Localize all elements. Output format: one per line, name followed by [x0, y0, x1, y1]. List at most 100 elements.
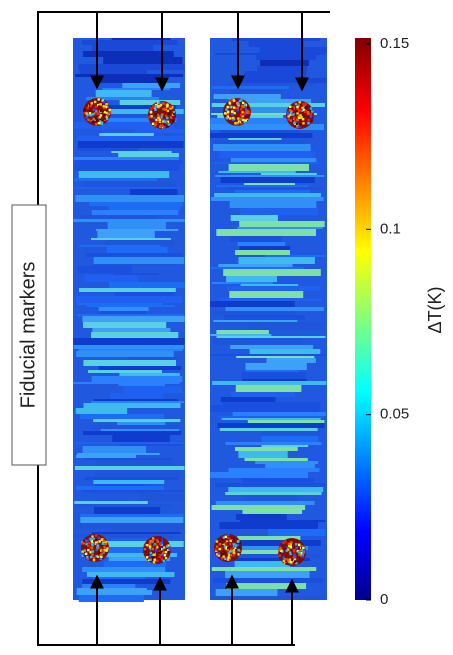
speckle — [236, 99, 239, 102]
speckle — [166, 120, 170, 123]
stripe — [98, 366, 182, 370]
speckle — [304, 102, 307, 105]
stripe — [237, 536, 301, 540]
speckle — [82, 542, 85, 545]
stripe — [246, 370, 299, 372]
speckle — [293, 555, 297, 558]
stripe — [73, 219, 185, 222]
stripe — [73, 338, 185, 345]
speckle — [153, 116, 156, 120]
stripe — [81, 553, 177, 557]
speckle — [85, 104, 88, 107]
stripe — [261, 445, 309, 447]
stripe — [80, 215, 154, 219]
speckle — [172, 114, 175, 118]
speckle — [289, 119, 292, 122]
speckle — [220, 557, 224, 560]
speckle — [144, 546, 147, 549]
speckle — [228, 117, 232, 120]
speckle — [165, 121, 168, 124]
stripe — [111, 151, 172, 153]
stripe — [241, 372, 306, 379]
stripe — [210, 354, 326, 356]
stripe — [249, 324, 323, 330]
speckle — [302, 546, 305, 549]
speckle — [95, 542, 99, 545]
speckle — [157, 118, 160, 121]
speckle — [163, 126, 166, 129]
stripe — [222, 558, 310, 561]
speckle — [295, 122, 299, 126]
colorbar — [355, 38, 371, 600]
speckle — [147, 557, 150, 560]
stripe — [219, 522, 318, 529]
speckle — [164, 120, 167, 123]
stripe — [82, 181, 176, 187]
speckle — [101, 550, 104, 553]
speckle — [159, 536, 162, 539]
stripe — [85, 97, 160, 100]
stripe — [76, 148, 139, 151]
stripe — [94, 484, 145, 486]
stripe — [257, 66, 308, 71]
stripe — [93, 419, 181, 422]
speckle — [158, 549, 161, 552]
stripe — [219, 298, 322, 301]
stripe — [88, 105, 177, 109]
speckle — [103, 120, 107, 124]
speckle — [83, 111, 86, 115]
label-box — [11, 204, 47, 466]
stripe — [77, 136, 185, 141]
speckle — [100, 553, 103, 556]
speckle — [95, 117, 98, 120]
stripe — [225, 571, 310, 578]
stripe — [80, 517, 184, 523]
stripe — [93, 480, 165, 484]
stripe — [223, 269, 321, 276]
speckle — [168, 112, 171, 115]
speckle — [232, 543, 236, 546]
speckle — [289, 543, 292, 546]
speckle — [287, 542, 290, 546]
stripe — [119, 373, 180, 376]
colorbar-tick-label: 0.05 — [380, 406, 409, 423]
stripe — [109, 282, 185, 288]
stripe — [112, 435, 170, 442]
stripe — [134, 129, 185, 133]
speckle — [226, 105, 229, 109]
speckle — [152, 553, 156, 556]
stripe — [212, 578, 324, 583]
stripe — [228, 487, 324, 492]
speckle — [300, 104, 303, 107]
speckle — [226, 113, 230, 116]
speckle — [289, 555, 293, 559]
speckle — [301, 555, 304, 558]
speckle — [292, 549, 296, 552]
speckle — [302, 550, 306, 554]
speckle — [157, 101, 161, 105]
stripe — [218, 264, 293, 267]
speckle — [101, 538, 104, 541]
speckle — [85, 552, 88, 555]
stripe — [119, 100, 181, 105]
speckle — [87, 118, 90, 121]
speckle — [291, 109, 294, 112]
speckle — [158, 547, 161, 551]
speckle — [247, 111, 250, 114]
stripe — [226, 286, 321, 291]
speckle — [292, 539, 296, 542]
speckle — [296, 124, 299, 127]
speckle — [106, 547, 109, 550]
speckle — [246, 116, 249, 119]
speckle — [152, 558, 155, 561]
stripe — [77, 141, 184, 148]
speckle — [289, 545, 292, 548]
speckle — [288, 558, 292, 561]
stripe — [86, 547, 170, 553]
speckle — [97, 552, 101, 555]
stripe — [83, 403, 181, 408]
speckle — [223, 113, 227, 117]
speckle — [156, 540, 160, 543]
speckle — [286, 548, 290, 551]
stripe — [228, 468, 320, 472]
